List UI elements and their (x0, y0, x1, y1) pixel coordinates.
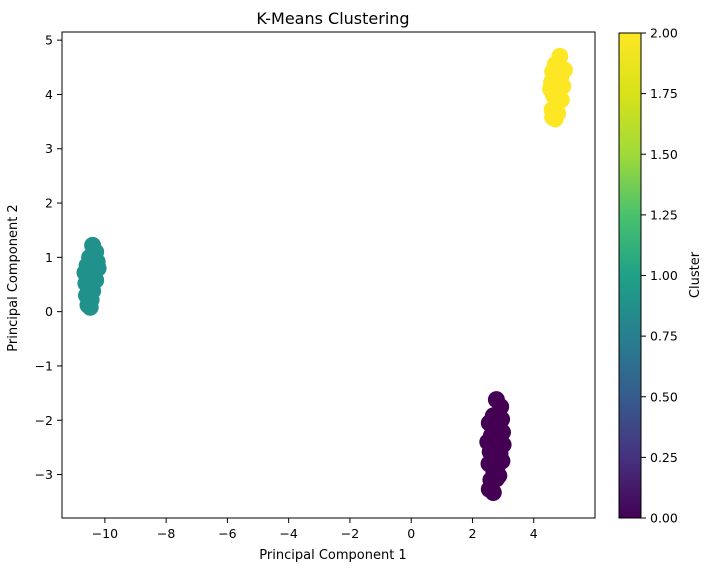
y-tick-label: −1 (35, 358, 53, 373)
colorbar-tick-label: 0.50 (650, 389, 678, 404)
scatter-point (489, 437, 507, 455)
colorbar-label: Cluster (688, 251, 703, 298)
y-tick-label: 0 (45, 304, 53, 319)
x-axis-label: Principal Component 1 (259, 548, 406, 563)
y-tick-label: 5 (45, 33, 53, 48)
colorbar-tick-label: 0.00 (650, 511, 678, 526)
x-tick-label: −6 (218, 526, 236, 541)
colorbar-tick-label: 0.25 (650, 450, 678, 465)
scatter-point (484, 484, 502, 501)
plot-frame (61, 31, 596, 519)
colorbar: 0.00 0.25 0.50 0.75 1.00 1.25 1.50 1.75 2.00 (618, 26, 678, 526)
colorbar-tick-label: 1.50 (650, 147, 678, 162)
scatter-point (542, 80, 560, 98)
colorbar-gradient (618, 32, 642, 519)
y-tick-label: −2 (35, 413, 53, 428)
y-tick-label: −3 (35, 467, 53, 482)
y-axis-label: Principal Component 2 (6, 204, 21, 351)
colorbar-tick-label: 0.75 (650, 329, 678, 344)
scatter-point (85, 265, 103, 283)
y-tick-label: 1 (45, 250, 53, 265)
colorbar-tick-label: 1.25 (650, 207, 678, 222)
x-tick-label: −10 (92, 526, 118, 541)
colorbar-tick-label: 1.00 (650, 268, 678, 283)
scatter-point (546, 110, 564, 128)
x-tick-label: −4 (279, 526, 297, 541)
x-tick-label: 4 (530, 526, 538, 541)
y-tick-label: 2 (45, 196, 53, 211)
x-tick-label: 0 (407, 526, 415, 541)
x-tick-label: −8 (157, 526, 175, 541)
y-tick-label: 4 (45, 87, 53, 102)
x-tick-label: −2 (341, 526, 359, 541)
x-tick-label: 2 (468, 526, 476, 541)
chart-title: K-Means Clustering (256, 9, 409, 28)
y-tick-label: 3 (45, 141, 53, 156)
colorbar-tick-label: 1.75 (650, 86, 678, 101)
colorbar-tick-label: 2.00 (650, 26, 678, 41)
scatter-point (81, 298, 99, 316)
